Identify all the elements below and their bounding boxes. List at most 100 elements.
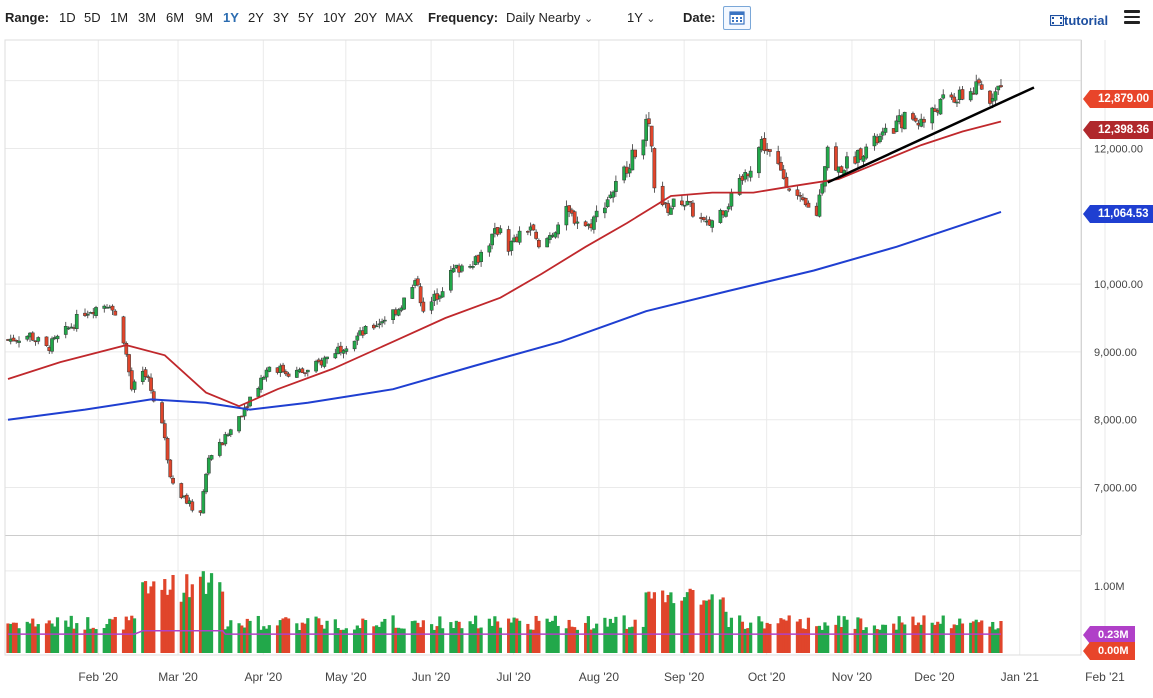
candle-body	[50, 338, 54, 352]
range-9m-button[interactable]: 9M	[195, 10, 214, 25]
candle-body	[955, 101, 959, 104]
candle-body	[718, 209, 723, 223]
candle-body	[834, 146, 838, 171]
candle-body	[460, 265, 464, 272]
candle-body	[209, 455, 214, 460]
candle-body	[168, 459, 173, 478]
volume-bar	[355, 625, 359, 653]
candle-body	[143, 369, 148, 378]
candle-body	[338, 345, 343, 353]
volume-bar	[518, 620, 522, 653]
range-5d-button[interactable]: 5D	[84, 10, 101, 25]
volume-bar	[839, 627, 844, 653]
candle-body	[726, 206, 731, 210]
volume-bar	[218, 582, 222, 653]
candle-body	[490, 233, 494, 246]
candle-body	[729, 193, 734, 207]
candle-body	[820, 183, 825, 194]
candle-body	[217, 441, 222, 456]
volume-bar	[666, 594, 670, 653]
candle-body	[787, 188, 792, 191]
candle-body	[553, 232, 558, 238]
volume-bar	[479, 627, 483, 653]
frequency-value: Daily Nearby	[506, 10, 581, 25]
volume-bar	[589, 629, 593, 653]
volume-bar	[264, 628, 269, 653]
volume-bar	[105, 624, 109, 653]
price-chart[interactable]: 7,000.00 8,000.00 9,000.00 10,000.00 12,000.…	[0, 38, 1153, 698]
volume-bar	[834, 624, 838, 653]
hamburger-menu-icon[interactable]	[1124, 10, 1140, 24]
volume-bar	[17, 628, 21, 653]
range-3m-button[interactable]: 3M	[138, 10, 157, 25]
volume-bar	[760, 621, 764, 653]
range-1y-button[interactable]: 1Y	[223, 10, 239, 25]
range-20y-button[interactable]: 20Y	[354, 10, 378, 25]
volume-bar	[702, 600, 706, 653]
volume-bar	[75, 623, 79, 653]
volume-bar	[281, 618, 285, 653]
range-6m-button[interactable]: 6M	[166, 10, 185, 25]
volume-bar	[699, 604, 703, 653]
candle-body	[996, 85, 1001, 91]
volume-bar	[358, 628, 362, 653]
calendar-icon[interactable]	[723, 6, 751, 30]
volume-bar	[179, 601, 183, 653]
volume-bar	[993, 629, 998, 653]
volume-bar	[245, 618, 249, 653]
candle-body	[911, 113, 915, 120]
range-1d-button[interactable]: 1D	[59, 10, 76, 25]
range-1m-button[interactable]: 1M	[110, 10, 129, 25]
range-5y-button[interactable]: 5Y	[298, 10, 314, 25]
chevron-down-icon: ⌄	[646, 13, 656, 25]
volume-bar	[141, 582, 145, 653]
volume-bar	[377, 626, 381, 653]
candle-body	[685, 200, 690, 206]
candle-body	[44, 336, 49, 346]
candle-body	[267, 366, 272, 372]
volume-bar	[396, 627, 401, 653]
volume-bar	[614, 616, 618, 653]
volume-bar	[31, 618, 35, 653]
range-max-button[interactable]: MAX	[385, 10, 414, 25]
short-ma-badge: 12,398.36	[1082, 121, 1153, 139]
volume-bar	[914, 625, 918, 653]
volume-bar	[435, 626, 439, 653]
candle-body	[74, 314, 79, 329]
volume-bar	[856, 617, 860, 653]
period-select[interactable]: 1Y ⌄	[627, 10, 656, 27]
volume-bar	[113, 616, 117, 653]
tutorial-link[interactable]: tutorial	[1049, 13, 1108, 28]
volume-bar	[207, 582, 211, 653]
long-ma-badge: 11,064.53	[1083, 205, 1153, 223]
volume-bar	[875, 629, 879, 653]
volume-bar	[661, 590, 665, 653]
volume-bar	[625, 628, 629, 653]
candle-body	[55, 335, 60, 340]
range-3y-button[interactable]: 3Y	[273, 10, 289, 25]
trendline[interactable]	[827, 86, 1035, 184]
candle-body	[968, 91, 973, 101]
volume-bar	[372, 626, 376, 653]
range-10y-button[interactable]: 10Y	[323, 10, 347, 25]
candle-body	[669, 207, 673, 215]
candle-body	[421, 301, 426, 312]
frequency-select[interactable]: Daily Nearby ⌄	[506, 10, 593, 27]
candle-body	[839, 166, 844, 173]
candle-body	[165, 438, 170, 461]
volume-bar	[14, 622, 18, 653]
candle-body	[36, 337, 41, 342]
volume-bar	[102, 627, 106, 653]
candle-body	[429, 301, 434, 311]
candle-body	[979, 84, 984, 90]
volume-bar	[958, 618, 962, 653]
volume-bar	[509, 622, 513, 653]
candle-body	[374, 325, 379, 328]
volume-bar	[988, 626, 992, 653]
short-moving-average-line	[7, 120, 1002, 408]
volume-bar	[892, 623, 896, 653]
candle-body	[644, 118, 648, 141]
volume-bar	[339, 629, 343, 653]
range-2y-button[interactable]: 2Y	[248, 10, 264, 25]
volume-bar	[548, 621, 552, 653]
